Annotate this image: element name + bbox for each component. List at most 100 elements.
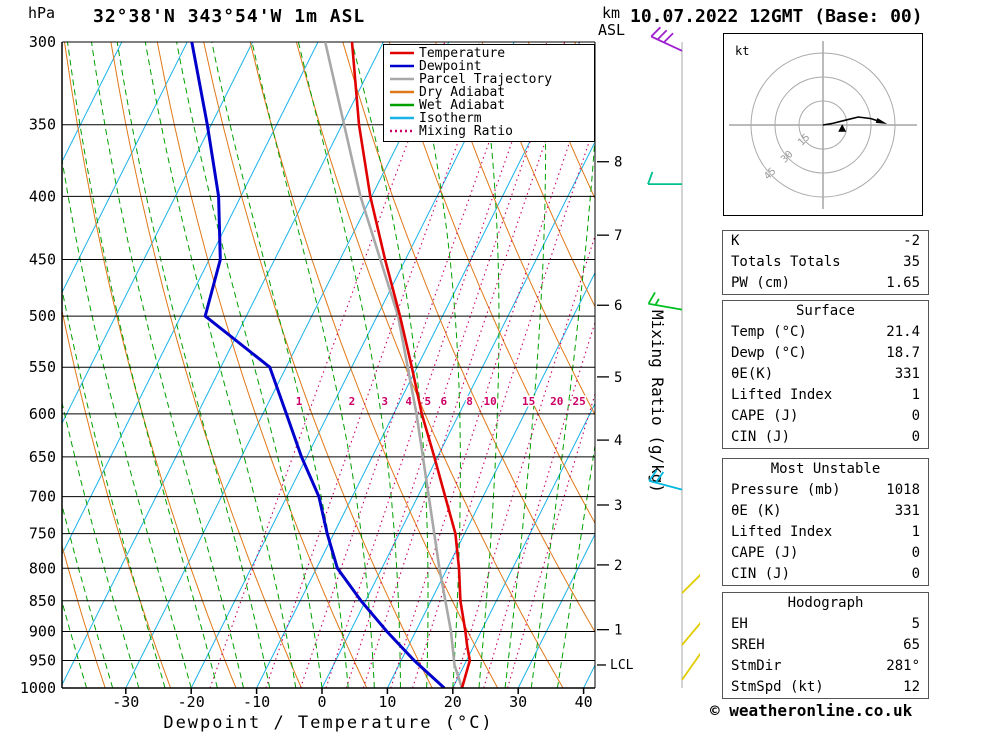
- svg-text:2: 2: [614, 558, 622, 574]
- pressure-gridlines: [62, 41, 595, 689]
- svg-text:6: 6: [614, 298, 622, 314]
- svg-text:5: 5: [614, 370, 622, 386]
- table-title: Most Unstable: [770, 461, 881, 477]
- svg-text:650: 650: [29, 448, 56, 466]
- table-row: SREH 65: [723, 635, 928, 656]
- svg-text:10: 10: [484, 395, 497, 408]
- skewt-chart: 1 2 3 4 5 6 8 10 15 20 25TemperatureDewpointParcel…: [20, 4, 700, 733]
- svg-text:300: 300: [29, 33, 56, 51]
- svg-text:Isotherm: Isotherm: [419, 111, 482, 126]
- svg-text:40: 40: [575, 693, 593, 711]
- most-unstable-table: Most Unstable Pressure (mb) 1018 θE (K) 33…: [722, 458, 929, 586]
- svg-text:450: 450: [29, 251, 56, 269]
- row-value: 281°: [886, 658, 920, 674]
- row-value: 0: [911, 545, 920, 561]
- row-label: Lifted Index: [731, 524, 833, 540]
- row-label: θE(K): [731, 366, 774, 382]
- copyright-link[interactable]: © weatheronline.co.uk: [710, 701, 913, 720]
- hodograph-trace: [822, 116, 881, 126]
- svg-text:8: 8: [614, 155, 622, 171]
- table-title: Hodograph: [787, 595, 864, 611]
- svg-text:1: 1: [296, 395, 303, 408]
- row-label: StmDir: [731, 658, 782, 674]
- table-row: Lifted Index 1: [723, 522, 928, 543]
- table-title: Surface: [795, 303, 855, 319]
- svg-text:1000: 1000: [20, 679, 56, 697]
- svg-text:Wet Adiabat: Wet Adiabat: [419, 98, 505, 113]
- row-value: 12: [903, 679, 920, 695]
- row-value: 0: [911, 408, 920, 424]
- table-row: Totals Totals 35: [723, 252, 928, 273]
- table-row: Lifted Index 1: [723, 385, 928, 406]
- mixing-ratio-labels: 1 2 3 4 5 6 8 10 15 20 25: [294, 394, 587, 410]
- lcl-label: LCL: [610, 658, 634, 673]
- svg-text:950: 950: [29, 651, 56, 669]
- svg-text:-10: -10: [243, 693, 270, 711]
- wind-barbs: [647, 26, 700, 688]
- row-value: 65: [903, 637, 920, 653]
- table-row: θE(K) 331: [723, 364, 928, 385]
- row-value: 1.65: [886, 275, 920, 291]
- svg-text:Parcel Trajectory: Parcel Trajectory: [419, 72, 552, 87]
- plot-border: [61, 42, 596, 689]
- row-label: CIN (J): [731, 429, 791, 445]
- row-value: 331: [894, 366, 920, 382]
- svg-text:800: 800: [29, 559, 56, 577]
- table-row: PW (cm) 1.65: [723, 273, 928, 294]
- temperature-curve: [350, 42, 472, 688]
- svg-text:30: 30: [509, 693, 527, 711]
- svg-text:3: 3: [381, 395, 388, 408]
- svg-text:350: 350: [29, 116, 56, 134]
- row-label: θE (K): [731, 503, 782, 519]
- station-title: 32°38'N 343°54'W 1m ASL: [93, 6, 366, 27]
- svg-text:400: 400: [29, 187, 56, 205]
- row-label: EH: [731, 616, 748, 632]
- row-value: 0: [911, 429, 920, 445]
- svg-text:550: 550: [29, 358, 56, 376]
- axis-labels: hPa3003504004505005506006507007508008509…: [20, 4, 593, 733]
- svg-text:Dry Adiabat: Dry Adiabat: [419, 85, 505, 100]
- row-value: 1: [911, 387, 920, 403]
- row-value: 1018: [886, 482, 920, 498]
- svg-text:600: 600: [29, 405, 56, 423]
- indices-table: K -2 Totals Totals 35 PW (cm) 1.65: [722, 230, 929, 295]
- svg-text:3: 3: [614, 498, 622, 514]
- svg-text:Temperature: Temperature: [419, 46, 505, 61]
- row-label: Totals Totals: [731, 254, 841, 270]
- mixing-ratio-axis-title: Mixing Ratio (g/kg): [648, 310, 667, 493]
- row-value: 0: [911, 566, 920, 582]
- svg-text:500: 500: [29, 307, 56, 325]
- row-label: CAPE (J): [731, 545, 799, 561]
- table-row: StmSpd (kt) 12: [723, 677, 928, 698]
- row-label: CIN (J): [731, 566, 791, 582]
- hodograph-unit-label: kt: [735, 44, 749, 58]
- svg-text:ASL: ASL: [598, 21, 625, 39]
- row-label: PW (cm): [731, 275, 791, 291]
- row-label: SREH: [731, 637, 765, 653]
- row-label: Temp (°C): [731, 324, 807, 340]
- svg-text:km: km: [602, 4, 620, 22]
- row-value: 5: [911, 616, 920, 632]
- table-row: CAPE (J) 0: [723, 406, 928, 427]
- table-row: StmDir 281°: [723, 656, 928, 677]
- table-row: CIN (J) 0: [723, 427, 928, 448]
- svg-text:Mixing Ratio: Mixing Ratio: [419, 124, 513, 139]
- row-label: Lifted Index: [731, 387, 833, 403]
- hodograph-table: Hodograph EH 5 SREH 65 StmDir 281° StmSpd (…: [722, 592, 929, 699]
- table-row: K -2: [723, 231, 928, 252]
- svg-text:750: 750: [29, 525, 56, 543]
- svg-text:5: 5: [425, 395, 432, 408]
- row-label: Pressure (mb): [731, 482, 841, 498]
- x-axis-title: Dewpoint / Temperature (°C): [163, 713, 493, 733]
- svg-text:15: 15: [522, 395, 535, 408]
- table-row: Pressure (mb) 1018: [723, 480, 928, 501]
- svg-text:Dewpoint: Dewpoint: [419, 59, 482, 74]
- row-value: 1: [911, 524, 920, 540]
- storm-motion-marker: [838, 124, 847, 132]
- svg-text:20: 20: [550, 395, 563, 408]
- svg-text:-30: -30: [112, 693, 139, 711]
- row-value: 18.7: [886, 345, 920, 361]
